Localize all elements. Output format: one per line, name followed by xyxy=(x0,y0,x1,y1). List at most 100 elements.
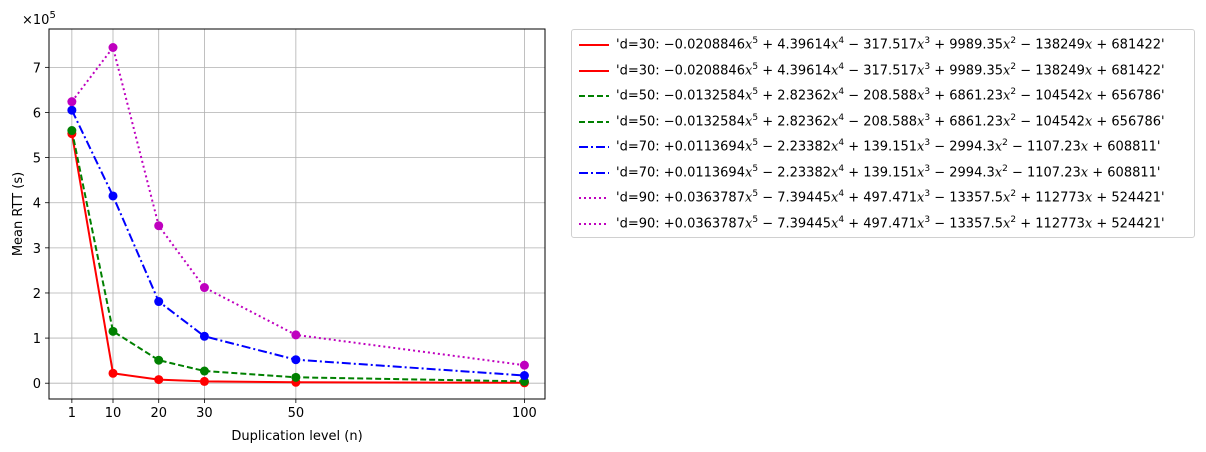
legend-coefficient: +0.0363787 xyxy=(663,190,745,206)
data-point-d=50 xyxy=(67,126,77,136)
legend-coefficient: − 317.517 xyxy=(848,62,918,78)
grid-lines xyxy=(49,29,545,399)
data-point-d=90 xyxy=(199,283,209,293)
legend-coefficient: + 681422' xyxy=(1096,62,1165,78)
legend-coefficient: − 7.39445 xyxy=(762,190,831,206)
data-point-d=90 xyxy=(154,221,164,231)
legend-coefficient: − 317.517 xyxy=(848,37,918,53)
series-line-d=70 xyxy=(70,109,525,377)
legend-coefficient: +0.0113694 xyxy=(663,139,745,155)
legend-coefficient: + 2.82362 xyxy=(762,113,831,129)
legend-coefficient: − 1107.23 xyxy=(1011,139,1081,155)
legend-line-swatch xyxy=(579,146,609,148)
legend-coefficient: 'd=70: xyxy=(616,164,664,180)
legend-coefficient: − 2.23382 xyxy=(762,164,831,180)
legend-entry: 'd=70: +0.0113694x5 − 2.23382x4 + 139.15… xyxy=(572,136,1192,158)
legend-coefficient: − 104542 xyxy=(1020,88,1085,104)
legend-coefficient: + 112773 xyxy=(1020,215,1085,231)
legend-line-swatch xyxy=(579,44,609,46)
y-multiplier-exponent: 5 xyxy=(49,10,55,21)
x-tick-label: 50 xyxy=(288,406,305,421)
legend-coefficient: + 656786' xyxy=(1096,88,1165,104)
y-tick-label: 2 xyxy=(33,287,41,302)
x-axis-label: Duplication level (n) xyxy=(231,429,362,444)
data-point-d=50 xyxy=(291,372,301,382)
legend-coefficient: − 138249 xyxy=(1020,37,1085,53)
legend-coefficient: + 497.471 xyxy=(848,215,918,231)
data-point-d=90 xyxy=(108,43,118,52)
legend-coefficient: −0.0132584 xyxy=(663,88,745,104)
legend-coefficient: + 6861.23 xyxy=(934,113,1004,129)
legend-line-swatch xyxy=(579,69,609,72)
data-point-d=70 xyxy=(199,331,209,341)
y-tick-label: 1 xyxy=(33,332,41,347)
legend: 'd=30: −0.0208846x5 + 4.39614x4 − 317.51… xyxy=(571,29,1195,238)
legend-entry: 'd=90: +0.0363787x5 − 7.39445x4 + 497.47… xyxy=(572,187,1192,209)
legend-coefficient: − 138249 xyxy=(1020,62,1085,78)
legend-coefficient: + 139.151 xyxy=(848,164,918,180)
legend-coefficient: − 13357.5 xyxy=(934,215,1004,231)
legend-label: 'd=90: +0.0363787x5 − 7.39445x4 + 497.47… xyxy=(616,189,1165,206)
legend-coefficient: + 6861.23 xyxy=(934,88,1004,104)
legend-coefficient: 'd=90: xyxy=(616,190,664,206)
series-line-d=90 xyxy=(71,45,525,367)
legend-coefficient: − 2.23382 xyxy=(762,139,831,155)
series-line-d=30 xyxy=(70,133,525,384)
legend-coefficient: + 2.82362 xyxy=(762,88,831,104)
y-tick-label: 4 xyxy=(33,197,41,212)
legend-line-swatch xyxy=(579,197,609,199)
legend-entry: 'd=90: +0.0363787x5 − 7.39445x4 + 497.47… xyxy=(572,213,1192,235)
legend-entry: 'd=50: −0.0132584x5 + 2.82362x4 − 208.58… xyxy=(572,111,1192,133)
y-tick-label: 0 xyxy=(33,377,41,392)
data-point-d=50 xyxy=(199,366,209,376)
legend-coefficient: 'd=30: xyxy=(616,62,664,78)
legend-coefficient: − 13357.5 xyxy=(934,190,1004,206)
legend-coefficient: + 524421' xyxy=(1096,190,1165,206)
legend-coefficient: − 208.588 xyxy=(848,113,918,129)
legend-entry: 'd=70: +0.0113694x5 − 2.23382x4 + 139.15… xyxy=(572,162,1192,184)
legend-label: 'd=50: −0.0132584x5 + 2.82362x4 − 208.58… xyxy=(616,87,1165,104)
data-point-d=30 xyxy=(154,375,164,385)
plot-area-frame xyxy=(48,28,546,400)
legend-coefficient: 'd=70: xyxy=(616,139,664,155)
legend-coefficient: + 139.151 xyxy=(848,139,918,155)
legend-label: 'd=30: −0.0208846x5 + 4.39614x4 − 317.51… xyxy=(616,36,1165,53)
y-tick-label: 3 xyxy=(33,242,41,257)
legend-coefficient: + 9989.35 xyxy=(934,37,1004,53)
legend-label: 'd=70: +0.0113694x5 − 2.23382x4 + 139.15… xyxy=(616,138,1161,155)
data-point-d=30 xyxy=(199,376,209,386)
data-point-d=50 xyxy=(154,355,164,365)
legend-label: 'd=50: −0.0132584x5 + 2.82362x4 − 208.58… xyxy=(616,112,1165,129)
series-markers xyxy=(67,43,529,388)
legend-coefficient: + 524421' xyxy=(1096,215,1165,231)
data-point-d=30 xyxy=(108,368,118,378)
data-point-d=70 xyxy=(67,105,77,115)
x-tick-label: 10 xyxy=(105,406,122,421)
data-point-d=70 xyxy=(519,371,529,381)
x-tick-label: 1 xyxy=(68,406,76,421)
legend-coefficient: + 4.39614 xyxy=(762,62,831,78)
legend-coefficient: + 112773 xyxy=(1020,190,1085,206)
y-axis-multiplier: ×105 xyxy=(22,10,56,28)
legend-entry: 'd=30: −0.0208846x5 + 4.39614x4 − 317.51… xyxy=(572,60,1192,82)
legend-coefficient: 'd=30: xyxy=(616,37,664,53)
y-tick-label: 7 xyxy=(33,61,41,76)
legend-entry: 'd=50: −0.0132584x5 + 2.82362x4 − 208.58… xyxy=(572,85,1192,107)
legend-entry: 'd=30: −0.0208846x5 + 4.39614x4 − 317.51… xyxy=(572,34,1192,56)
data-point-d=50 xyxy=(108,326,118,336)
data-point-d=70 xyxy=(154,297,164,307)
legend-coefficient: + 681422' xyxy=(1096,37,1165,53)
legend-coefficient: − 2994.3 xyxy=(934,139,995,155)
legend-line-swatch xyxy=(579,222,609,225)
data-point-d=70 xyxy=(108,191,118,201)
y-axis-label: Mean RTT (s) xyxy=(11,172,26,256)
legend-coefficient: 'd=50: xyxy=(616,113,664,129)
y-tick-label: 5 xyxy=(33,152,41,167)
legend-label: 'd=70: +0.0113694x5 − 2.23382x4 + 139.15… xyxy=(616,163,1161,180)
data-point-d=70 xyxy=(291,355,301,365)
legend-coefficient: −0.0208846 xyxy=(663,62,745,78)
legend-coefficient: + 497.471 xyxy=(848,190,918,206)
legend-coefficient: + 9989.35 xyxy=(934,62,1004,78)
axis-ticks: 1 10 20 30 50 100 0 1 2 3 4 5 6 7 xyxy=(33,61,537,421)
